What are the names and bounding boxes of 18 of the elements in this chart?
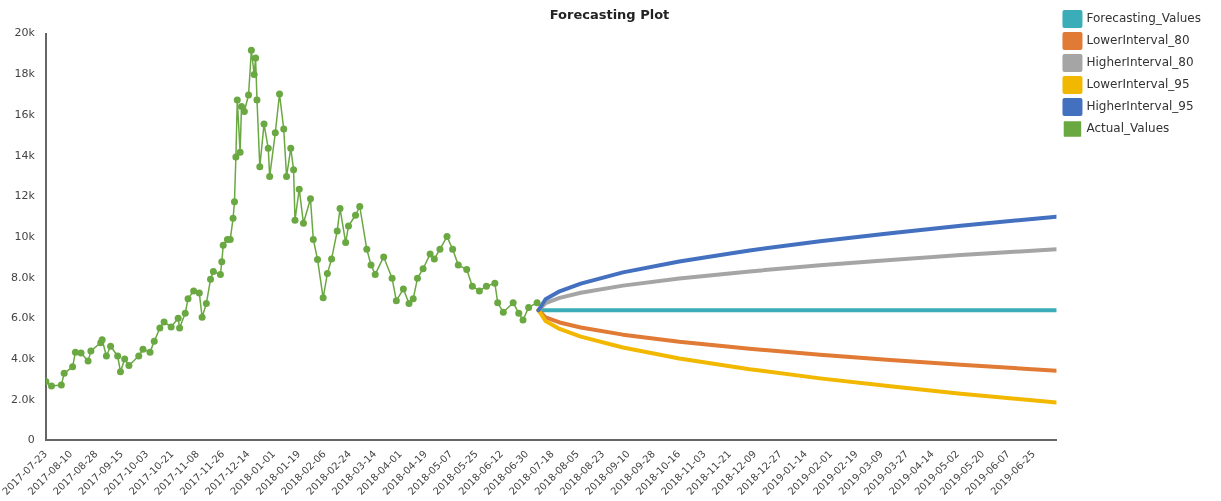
legend-label: Forecasting_Values <box>1086 11 1202 26</box>
y-tick-label: 14k <box>14 148 36 162</box>
y-tick-label: 16k <box>14 107 36 121</box>
y-tick-label: 8.0k <box>10 270 36 284</box>
chart-title: Forecasting Plot <box>549 7 670 23</box>
y-tick-label: 2.0k <box>10 392 36 406</box>
legend-label: LowerInterval_95 <box>1086 77 1190 92</box>
y-tick-label: 10k <box>14 229 36 243</box>
y-tick-label: 18k <box>14 67 36 81</box>
y-tick-label: 12k <box>14 189 36 203</box>
y-tick-label: 0 <box>27 433 35 447</box>
legend-label: LowerInterval_80 <box>1086 33 1190 48</box>
y-tick-label: 20k <box>14 26 36 40</box>
y-tick-label: 6.0k <box>10 311 36 325</box>
legend-label: HigherInterval_80 <box>1086 55 1194 70</box>
y-tick-label: 4.0k <box>10 351 36 365</box>
legend-label: Actual_Values <box>1086 121 1170 136</box>
legend-label: HigherInterval_95 <box>1086 99 1194 114</box>
